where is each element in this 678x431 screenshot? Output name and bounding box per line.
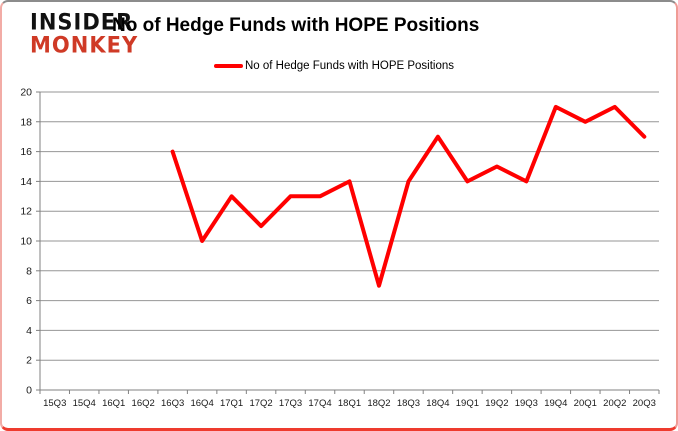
y-tick-label: 20 xyxy=(20,87,32,99)
y-tick-label: 18 xyxy=(20,116,32,128)
legend-label: No of Hedge Funds with HOPE Positions xyxy=(245,60,455,72)
x-tick-label: 17Q3 xyxy=(279,398,302,409)
x-tick-label: 16Q2 xyxy=(132,398,155,409)
x-tick-label: 17Q2 xyxy=(249,398,272,409)
y-tick-label: 12 xyxy=(20,206,32,218)
logo-line2: MONKEY xyxy=(30,32,139,58)
logo-line1: INSIDER xyxy=(30,9,134,35)
y-tick-label: 14 xyxy=(20,176,32,188)
series-line xyxy=(170,104,647,288)
legend-line-marker xyxy=(214,64,243,68)
y-tick-label: 2 xyxy=(26,355,32,367)
y-tick-label: 6 xyxy=(26,295,32,307)
legend: No of Hedge Funds with HOPE Positions xyxy=(214,58,454,74)
x-tick-label: 15Q4 xyxy=(73,398,96,409)
x-tick-label: 19Q3 xyxy=(515,398,538,409)
x-tick-label: 18Q1 xyxy=(338,398,361,409)
x-tick-label: 16Q3 xyxy=(161,398,184,409)
y-tick-label: 8 xyxy=(26,265,32,277)
x-tick-label: 18Q4 xyxy=(426,398,449,409)
x-tick-label: 20Q2 xyxy=(603,398,626,409)
x-tick-label: 19Q1 xyxy=(456,398,479,409)
insider-monkey-logo: INSIDER MONKEY xyxy=(30,9,139,58)
y-tick-label: 16 xyxy=(20,146,32,158)
x-tick-label: 18Q3 xyxy=(397,398,420,409)
y-tick-label: 4 xyxy=(26,325,32,337)
x-tick-label: 18Q2 xyxy=(367,398,390,409)
x-tick-label: 19Q4 xyxy=(544,398,567,409)
y-tick-label: 10 xyxy=(20,236,32,248)
y-tick-label: 0 xyxy=(26,385,32,397)
x-tick-label: 17Q1 xyxy=(220,398,243,409)
x-tick-label: 20Q3 xyxy=(633,398,656,409)
x-tick-label: 20Q1 xyxy=(574,398,597,409)
x-tick-label: 15Q3 xyxy=(43,398,66,409)
x-tick-label: 16Q1 xyxy=(102,398,125,409)
chart-title: No of Hedge Funds with HOPE Positions xyxy=(112,15,480,36)
x-tick-label: 16Q4 xyxy=(190,398,213,409)
x-tick-label: 17Q4 xyxy=(308,398,331,409)
x-tick-label: 19Q2 xyxy=(485,398,508,409)
